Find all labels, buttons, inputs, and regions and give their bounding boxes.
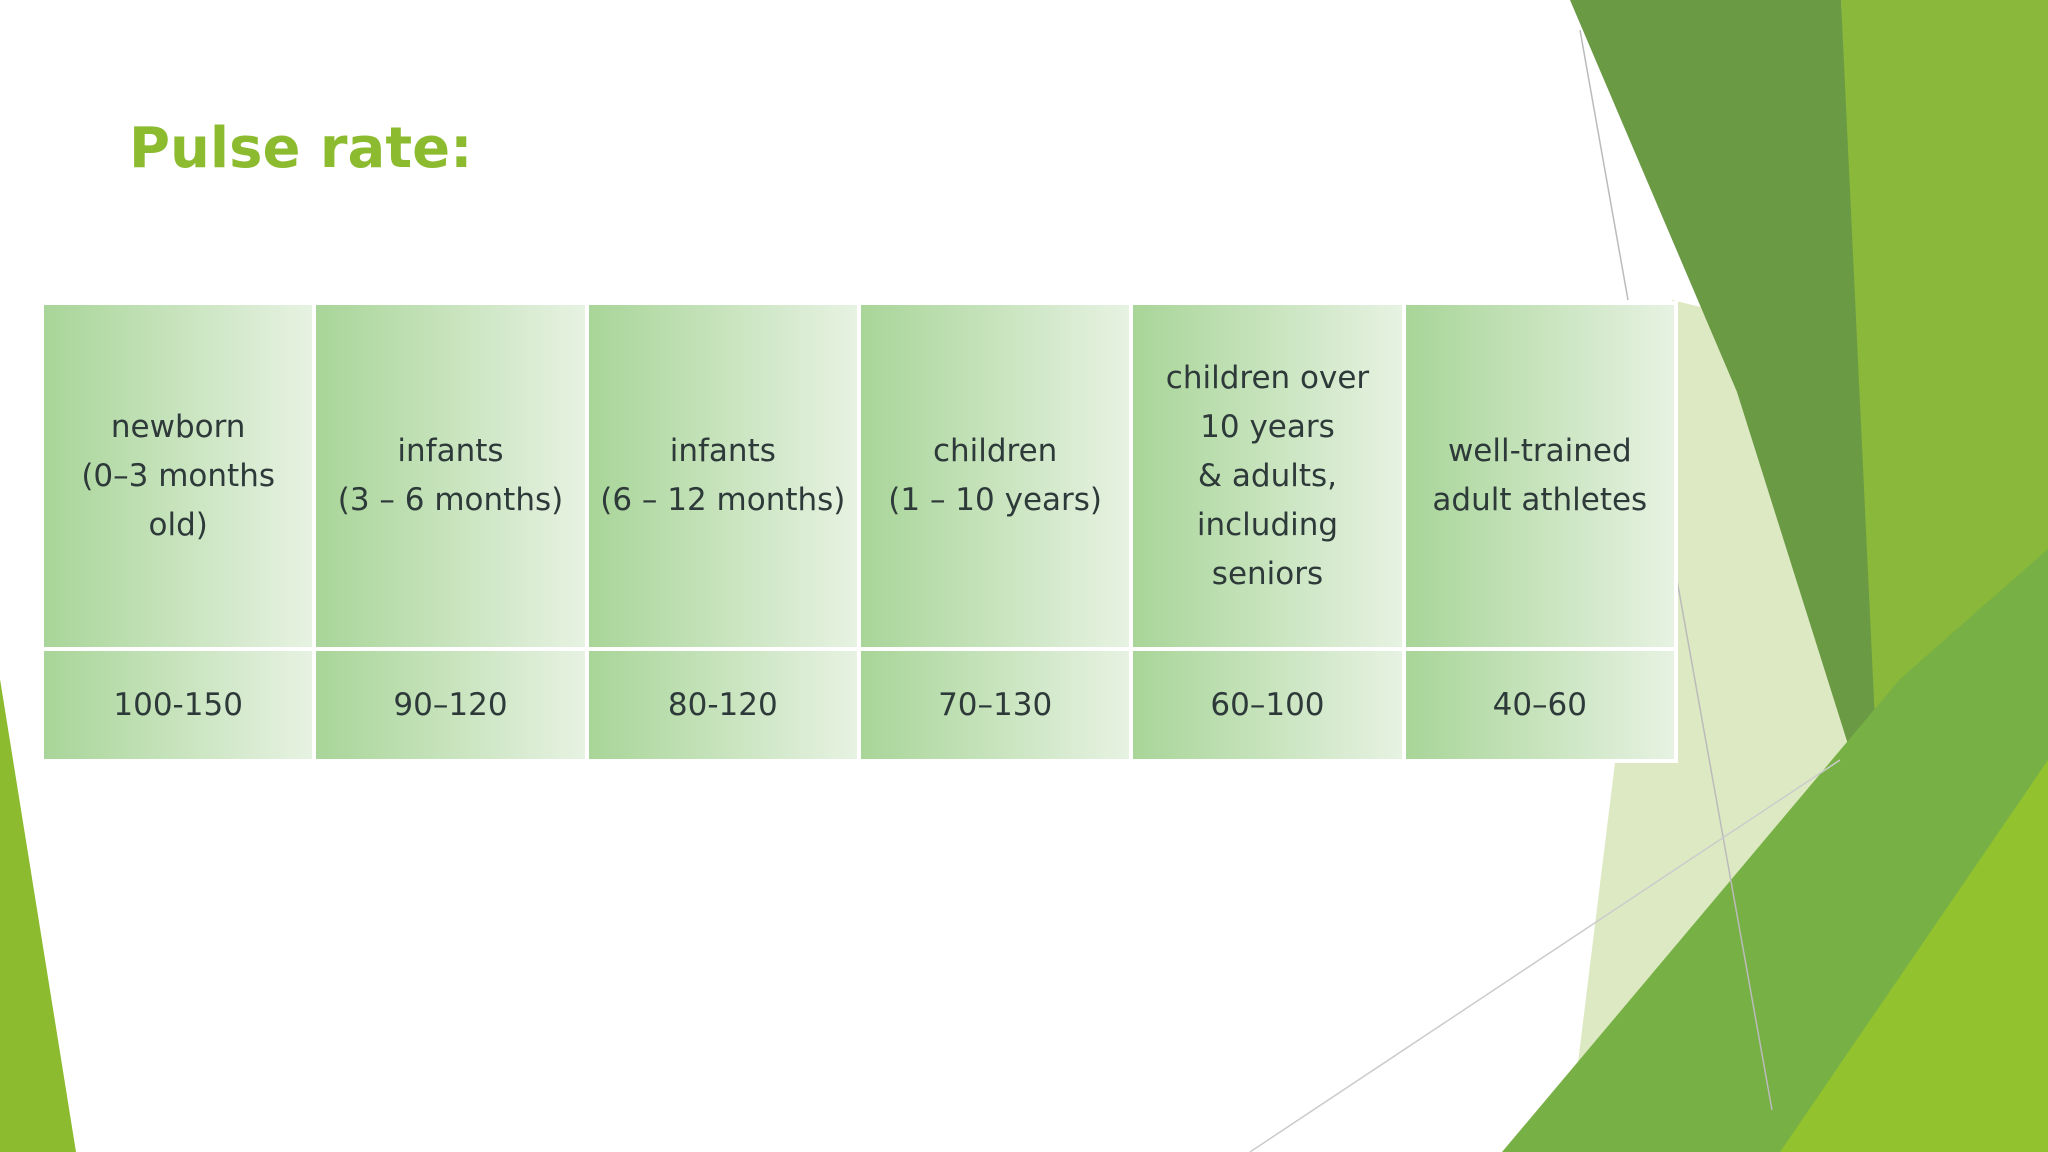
- slide-title: Pulse rate:: [129, 116, 473, 181]
- line: [1579, 29, 1629, 301]
- cell: newborn (0–3 months old): [39, 301, 317, 651]
- cell: 80-120: [584, 647, 861, 763]
- cell: children (1 – 10 years): [856, 301, 1134, 651]
- line: [1676, 579, 1773, 1111]
- shape: [0, 679, 76, 1152]
- cell: well-trained adult athletes: [1401, 301, 1679, 651]
- cell: 40–60: [1401, 647, 1679, 763]
- line: [1249, 759, 1841, 1152]
- shape: [1570, 0, 1881, 849]
- cell: infants (3 – 6 months): [312, 301, 589, 651]
- value-row: 100-150 90–120 80-120 70–130 60–100 40–6…: [39, 647, 1679, 763]
- cell: 60–100: [1129, 647, 1406, 763]
- cell: 90–120: [312, 647, 589, 763]
- header-row: newborn (0–3 months old) infants (3 – 6 …: [39, 301, 1679, 651]
- table: newborn (0–3 months old) infants (3 – 6 …: [39, 301, 1679, 763]
- cell: infants (6 – 12 months): [584, 301, 861, 651]
- cell: children over 10 years & adults, includi…: [1129, 301, 1406, 651]
- cell: 70–130: [856, 647, 1134, 763]
- shape: [1780, 760, 2048, 1152]
- cell: 100-150: [39, 647, 317, 763]
